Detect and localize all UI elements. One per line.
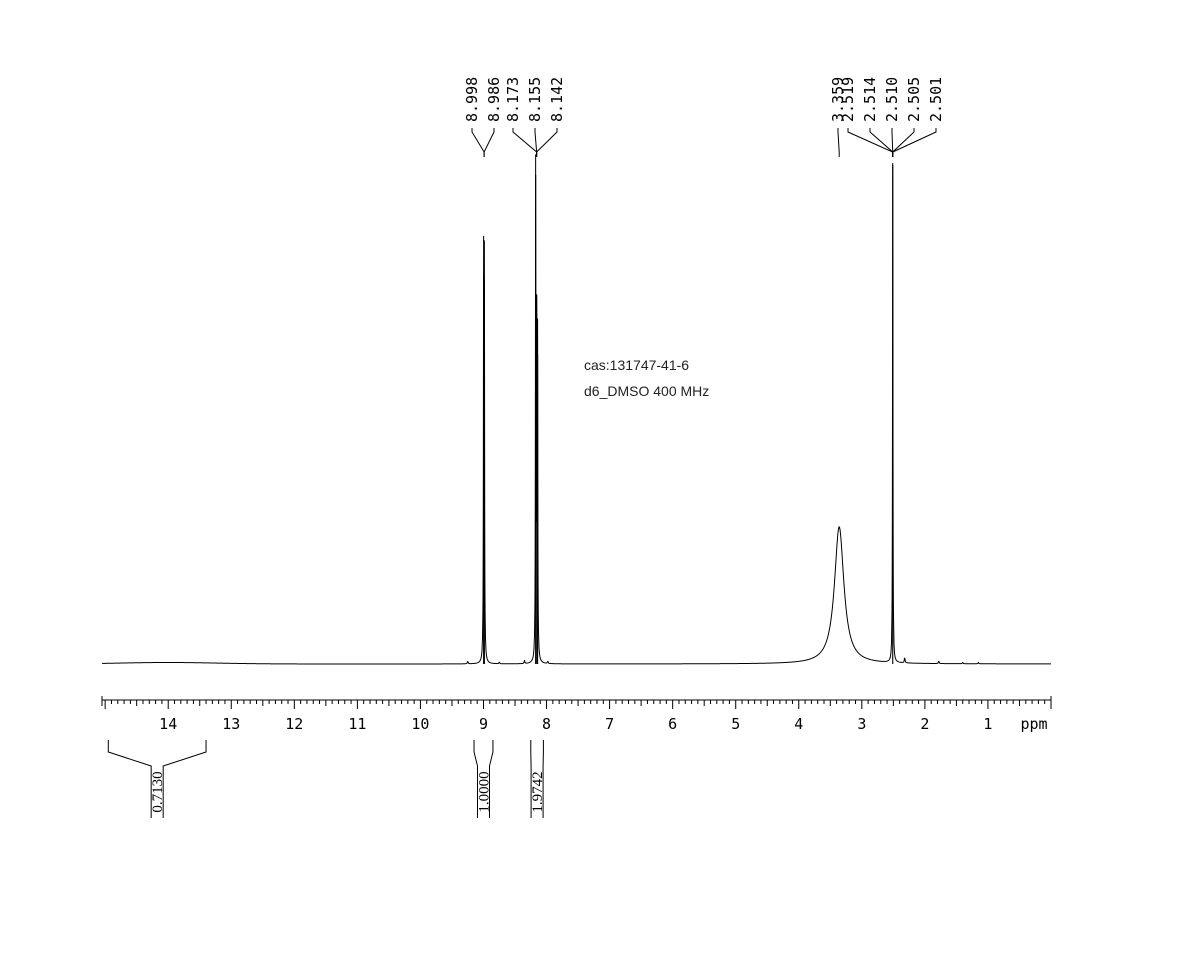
peak-label: 8.155 [526, 77, 544, 122]
tick-label: 12 [285, 715, 303, 733]
peak-label-group-3: 2.519 2.514 2.510 2.505 2.501 [839, 77, 945, 157]
integral-bracket [473, 740, 494, 818]
tick-label: 13 [222, 715, 240, 733]
peak-label-group-2: 3.359 [829, 77, 847, 157]
tick-label: 10 [411, 715, 429, 733]
spectrum-layer [102, 154, 1051, 665]
tick-label: 11 [348, 715, 366, 733]
tick-label: 9 [479, 715, 488, 733]
peak-label: 8.986 [485, 77, 503, 122]
annotations: cas:131747-41-6 d6_DMSO 400 MHz [584, 357, 709, 399]
peak-label-leader [837, 128, 840, 157]
peak-label: 8.998 [463, 77, 481, 122]
tick-label: 8 [542, 715, 551, 733]
ppm-axis: 14 13 12 11 10 9 8 7 6 5 4 3 2 1 ppm [101, 696, 1052, 733]
peak-label-leader [512, 128, 538, 157]
integrals: 0.7130 1.0000 1.9742 [107, 740, 546, 818]
tick-label: 2 [920, 715, 929, 733]
peak-label: 8.142 [548, 77, 566, 122]
tick-label: 1 [983, 715, 992, 733]
peak-label: 3.359 [829, 77, 847, 122]
annotation-cas: cas:131747-41-6 [584, 357, 689, 373]
peak-label-group-0: 8.998 8.986 [463, 77, 503, 157]
peak-label-leader [869, 128, 894, 157]
peak-label-leader [892, 128, 915, 157]
peak-label-leader [471, 128, 485, 157]
integral-bracket [107, 740, 207, 818]
peak-label: 2.501 [927, 77, 945, 122]
integral-value: 1.9742 [530, 771, 546, 812]
integral-0: 0.7130 [107, 740, 207, 818]
tick-label: 14 [159, 715, 177, 733]
integral-value: 1.0000 [476, 771, 492, 812]
peak-label-leader [536, 128, 558, 157]
tick-label: 7 [605, 715, 614, 733]
peak-label: 2.505 [905, 77, 923, 122]
tick-label: 6 [668, 715, 677, 733]
spectrum-trace [102, 154, 1051, 665]
tick-label: 3 [857, 715, 866, 733]
peak-label-group-1: 8.173 8.155 8.142 [504, 77, 566, 157]
tick-label: 4 [794, 715, 803, 733]
integral-bracket [530, 740, 544, 818]
annotation-solvent: d6_DMSO 400 MHz [584, 383, 709, 399]
x-axis-label: ppm [1020, 715, 1047, 733]
integral-value: 0.7130 [150, 771, 166, 812]
peak-label: 8.173 [504, 77, 522, 122]
peak-label: 2.514 [861, 77, 879, 122]
peak-label-leader [892, 128, 937, 157]
peak-label: 2.510 [883, 77, 901, 122]
integral-1: 1.0000 [473, 740, 494, 818]
tick-label: 5 [731, 715, 740, 733]
peak-label-leader [483, 128, 495, 157]
integral-2: 1.9742 [530, 740, 546, 818]
peak-label: 2.519 [839, 77, 857, 122]
